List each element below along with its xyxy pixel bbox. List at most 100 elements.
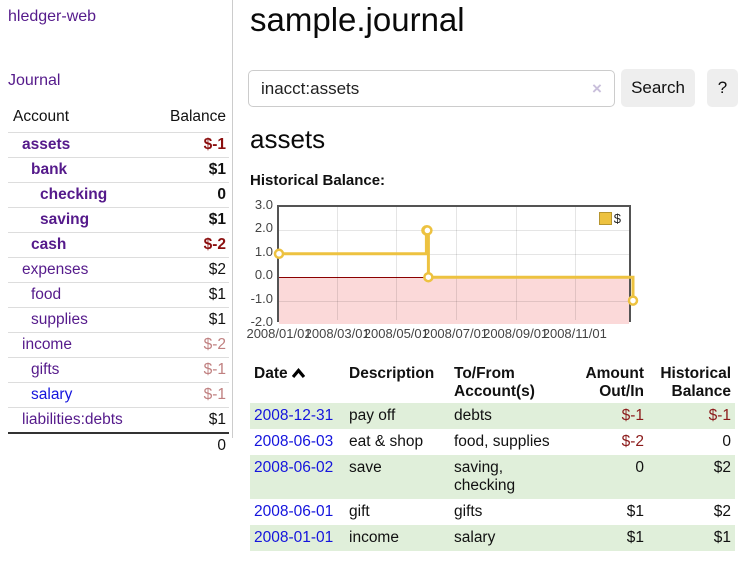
account-link[interactable]: cash: [31, 236, 67, 253]
account-link[interactable]: salary: [31, 386, 73, 403]
transaction-amount: $1: [626, 503, 644, 520]
account-link[interactable]: assets: [22, 136, 71, 153]
transaction-row[interactable]: 2008-01-01 income salary $1 $1: [250, 525, 735, 551]
x-tick-label: 2008/09/01: [483, 326, 549, 341]
x-tick-label: 2008/01/01: [246, 326, 312, 341]
account-link[interactable]: expenses: [22, 261, 89, 278]
transaction-accounts: debts: [450, 403, 568, 429]
account-link[interactable]: liabilities:debts: [22, 411, 123, 428]
transactions-table: Date Description To/From Account(s) Amou…: [250, 363, 735, 551]
legend-swatch-icon: [598, 212, 612, 225]
transaction-description: gift: [349, 503, 370, 520]
account-balance: $-1: [151, 382, 229, 408]
account-balance: $-2: [151, 332, 229, 358]
account-link[interactable]: income: [22, 336, 72, 353]
txn-header-date[interactable]: Date: [250, 363, 345, 403]
transaction-date-link[interactable]: 2008-01-01: [254, 529, 334, 546]
transaction-balance: $2: [648, 455, 735, 499]
transaction-row[interactable]: 2008-12-31 pay off debts $-1 $-1: [250, 403, 735, 429]
gridline: [337, 207, 339, 320]
account-row: cash $-2: [8, 232, 229, 258]
transaction-description: income: [345, 525, 450, 551]
account-row: gifts $-1: [8, 357, 229, 383]
account-row: salary $-1: [8, 382, 229, 408]
account-row: expenses $2: [8, 257, 229, 283]
accounts-header-account: Account: [13, 108, 70, 125]
transaction-amount: $-1: [568, 403, 648, 429]
account-link[interactable]: saving: [40, 211, 90, 228]
transaction-row[interactable]: 2008-06-03 eat & shop food, supplies $-2 0: [250, 429, 735, 455]
account-balance: $-1: [151, 132, 229, 158]
x-tick-label: 2008/11/01: [542, 326, 607, 341]
transaction-balance: $1: [648, 525, 735, 551]
gridline: [515, 207, 517, 320]
y-tick-label: -1.0: [250, 290, 273, 306]
account-link[interactable]: food: [31, 286, 62, 303]
gridline: [574, 207, 576, 320]
account-row: supplies $1: [8, 307, 229, 333]
sort-ascending-icon: [291, 368, 305, 379]
legend-label: $: [613, 211, 621, 226]
gridline: [279, 230, 629, 232]
transaction-row[interactable]: 2008-06-01 gift gifts $1 $2: [250, 499, 735, 525]
chart-title: Historical Balance:: [250, 172, 386, 189]
transaction-date-link[interactable]: 2008-06-01: [254, 503, 334, 520]
txn-header-balance: Historical Balance: [660, 365, 731, 400]
transaction-date-link[interactable]: 2008-06-03: [254, 433, 334, 450]
app-title-link[interactable]: hledger-web: [8, 8, 97, 25]
search-button[interactable]: Search: [621, 69, 695, 107]
account-link[interactable]: supplies: [31, 311, 88, 328]
chart-series-line: [273, 225, 639, 306]
account-link[interactable]: bank: [31, 161, 68, 178]
transaction-description: save: [345, 455, 450, 499]
transaction-balance: 0: [722, 433, 731, 450]
sidebar-item-journal[interactable]: Journal: [8, 72, 61, 89]
txn-header-accounts: To/From Account(s): [454, 365, 535, 400]
transaction-balance: $2: [713, 503, 731, 520]
account-balance: $1: [151, 282, 229, 308]
x-tick-label: 2008/05/01: [363, 326, 429, 341]
account-balance: $1: [151, 207, 229, 233]
transaction-row[interactable]: 2008-06-02 save saving, checking 0 $2: [250, 455, 735, 499]
x-tick-label: 2008/03/01: [304, 326, 370, 341]
account-link[interactable]: checking: [40, 186, 108, 203]
transaction-description: eat & shop: [349, 433, 424, 450]
account-row: assets $-1: [8, 132, 229, 158]
txn-header-description: Description: [349, 365, 435, 382]
transaction-date-link[interactable]: 2008-12-31: [254, 407, 334, 424]
account-row: food $1: [8, 282, 229, 308]
chart-legend: $: [598, 211, 621, 226]
account-link[interactable]: gifts: [31, 361, 60, 378]
account-balance: 0: [151, 182, 229, 208]
help-button[interactable]: ?: [707, 69, 738, 107]
y-tick-label: -2.0: [250, 314, 273, 329]
account-balance: $1: [151, 407, 229, 433]
y-tick-label: 3.0: [254, 197, 273, 212]
accounts-total-value: 0: [151, 432, 229, 458]
search-input[interactable]: [248, 70, 615, 107]
transaction-date-link[interactable]: 2008-06-02: [254, 459, 334, 476]
clear-search-icon[interactable]: ×: [592, 79, 602, 98]
account-balance: $2: [151, 257, 229, 283]
account-row: liabilities:debts $1: [8, 407, 229, 433]
chart-plot-area: $: [273, 205, 639, 324]
gridline: [396, 207, 398, 320]
account-row: bank $1: [8, 157, 229, 183]
account-balance: $-1: [151, 357, 229, 383]
transaction-accounts: salary: [450, 525, 568, 551]
account-row: income $-2: [8, 332, 229, 358]
transaction-amount: $1: [568, 525, 648, 551]
transaction-balance: $-1: [648, 403, 735, 429]
transaction-amount: $-2: [621, 433, 644, 450]
accounts-balance-table: Account Balance assets $-1 bank $1 checking 0…: [8, 104, 229, 458]
account-row: checking 0: [8, 182, 229, 208]
y-tick-label: 1.0: [254, 243, 273, 259]
transaction-accounts: gifts: [454, 503, 483, 520]
account-balance: $1: [151, 157, 229, 183]
gridline: [279, 253, 629, 255]
x-tick-label: 2008/07/01: [422, 326, 489, 341]
transaction-amount: 0: [568, 455, 648, 499]
gridline: [279, 300, 629, 302]
gridline: [455, 207, 457, 320]
